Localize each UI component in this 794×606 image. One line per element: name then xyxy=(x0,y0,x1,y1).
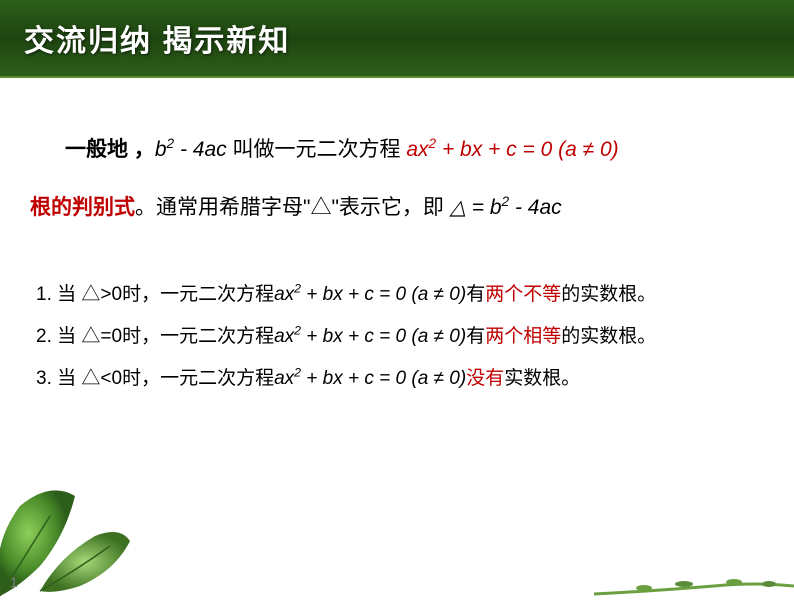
disc-tail: - 4ac xyxy=(174,138,227,161)
eq-exp: 2 xyxy=(429,136,437,151)
eq-tail: + bx + c = 0 (a ≠ 0) xyxy=(436,138,619,161)
header-bar: 交流归纳 揭示新知 xyxy=(0,0,794,78)
rule-num: 2. 当 △=0时，一元二次方程 xyxy=(36,326,274,347)
line2-tail: - 4ac xyxy=(509,196,562,219)
rule-item: 2. 当 △=0时，一元二次方程ax2 + bx + c = 0 (a ≠ 0)… xyxy=(36,316,764,358)
line2-exp: 2 xyxy=(502,194,510,209)
rules-list: 1. 当 △>0时，一元二次方程ax2 + bx + c = 0 (a ≠ 0)… xyxy=(30,274,764,399)
rule-item: 3. 当 △<0时，一元二次方程ax2 + bx + c = 0 (a ≠ 0)… xyxy=(36,358,764,400)
rule-highlight: 没有 xyxy=(466,368,504,389)
leaf-decoration-icon xyxy=(0,476,140,606)
rule-num: 3. 当 △<0时，一元二次方程 xyxy=(36,368,274,389)
content-area: 一般地 ，b2 - 4ac 叫做一元二次方程 ax2 + bx + c = 0 … xyxy=(0,78,794,400)
intro-line-1: 一般地 ，b2 - 4ac 叫做一元二次方程 ax2 + bx + c = 0 … xyxy=(30,133,764,167)
disc-b: b xyxy=(155,138,167,161)
rule-highlight: 两个相等 xyxy=(485,326,561,347)
line2-pre: 根的判别式 xyxy=(30,196,135,219)
page-title: 交流归纳 揭示新知 xyxy=(24,16,290,60)
intro-prefix: 一般地 ， xyxy=(65,138,155,161)
line2-mid: 。通常用希腊字母"△"表示它，即 xyxy=(135,196,450,219)
line2-delta: △ = b xyxy=(450,196,502,219)
intro-mid: 叫做一元二次方程 xyxy=(227,138,407,161)
rule-highlight: 两个不等 xyxy=(485,284,561,305)
branch-decoration-icon xyxy=(594,556,794,596)
rule-num: 1. 当 △>0时，一元二次方程 xyxy=(36,284,274,305)
rule-item: 1. 当 △>0时，一元二次方程ax2 + bx + c = 0 (a ≠ 0)… xyxy=(36,274,764,316)
intro-line-2: 根的判别式。通常用希腊字母"△"表示它，即 △ = b2 - 4ac xyxy=(30,191,764,225)
disc-exp: 2 xyxy=(167,136,175,151)
slide-number: 1 xyxy=(10,574,18,590)
eq-a: ax xyxy=(406,138,428,161)
